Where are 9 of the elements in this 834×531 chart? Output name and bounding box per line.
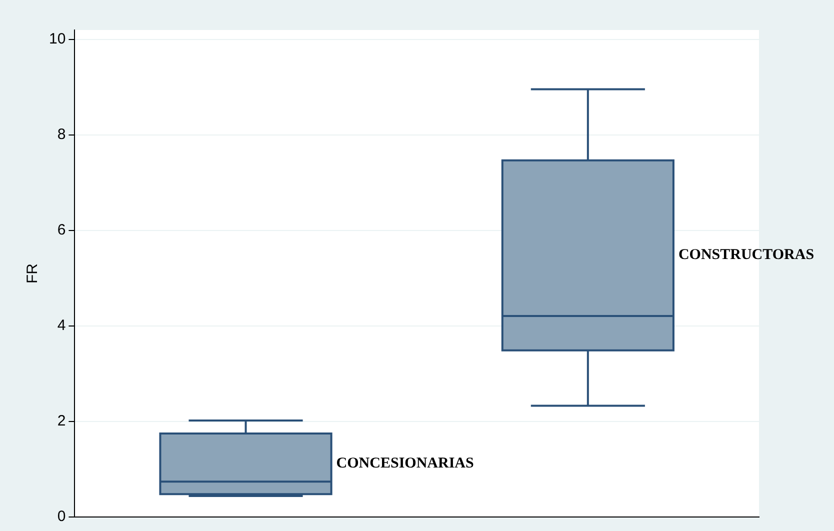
y-tick-label: 2: [57, 412, 66, 430]
y-tick-label: 4: [57, 317, 66, 334]
y-axis-title: FR: [24, 263, 42, 284]
y-tick-label: 6: [57, 222, 66, 239]
y-tick-label: 10: [48, 30, 66, 48]
y-tick-label: 0: [57, 508, 66, 526]
x-tick-label: CONCESIONARIAS: [336, 456, 474, 472]
x-tick-label: CONSTRUCTORAS: [678, 247, 814, 264]
y-tick-label: 8: [57, 126, 66, 144]
